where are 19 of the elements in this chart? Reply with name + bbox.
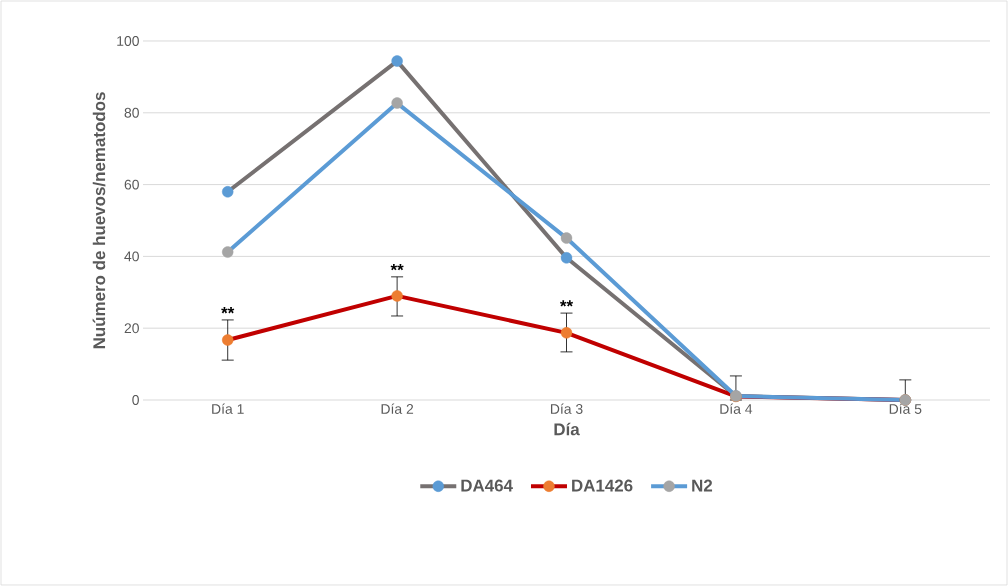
y-tick-label: 60 (124, 179, 139, 190)
annotation: ** (390, 263, 404, 271)
annotation: ** (559, 300, 574, 307)
x-tick-label: Día 4 (720, 403, 753, 414)
y-tick-label: 40 (124, 251, 139, 262)
legend-label: DA1426 (572, 479, 633, 492)
y-tick-label: 80 (124, 107, 139, 118)
y-tick-label: 100 (117, 36, 139, 46)
x-tick-label: Día 1 (212, 403, 244, 414)
legend-label: DA464 (461, 479, 513, 492)
annotation: ** (221, 307, 235, 314)
x-tick-label: Día 3 (550, 403, 583, 414)
y-tick-label: 20 (124, 323, 139, 334)
legend-label: N2 (692, 479, 713, 492)
y-axis-title: Nuúmero de huevos/nematodos (92, 92, 106, 349)
x-tick-label: Día 2 (381, 403, 414, 414)
x-axis-title: Día (554, 422, 580, 436)
x-tick-label: Día 5 (889, 403, 922, 414)
y-tick-label: 0 (132, 395, 139, 405)
